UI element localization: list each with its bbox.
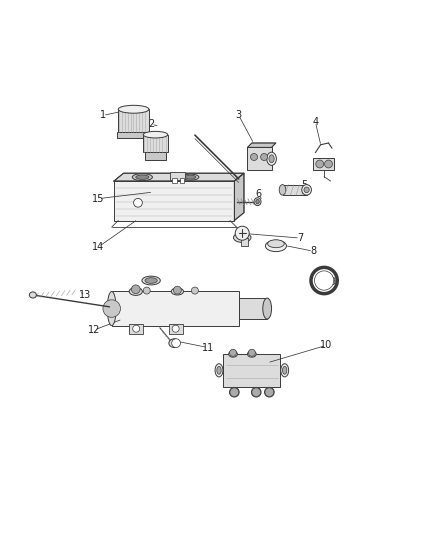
- Text: 5: 5: [301, 181, 307, 190]
- Circle shape: [265, 388, 274, 397]
- Text: 4: 4: [312, 117, 318, 127]
- Text: 14: 14: [92, 242, 105, 252]
- Ellipse shape: [118, 106, 149, 113]
- Circle shape: [325, 160, 332, 168]
- Bar: [145, 152, 166, 160]
- Ellipse shape: [279, 184, 286, 195]
- Bar: [118, 109, 149, 132]
- Bar: [247, 147, 272, 170]
- Bar: [114, 181, 234, 221]
- Bar: [283, 184, 307, 195]
- Text: 13: 13: [79, 290, 92, 300]
- Text: 12: 12: [88, 325, 100, 335]
- Ellipse shape: [185, 175, 196, 179]
- Text: 7: 7: [297, 233, 303, 243]
- Ellipse shape: [143, 131, 168, 138]
- Circle shape: [133, 325, 140, 332]
- Ellipse shape: [230, 387, 239, 397]
- Ellipse shape: [256, 199, 259, 204]
- Ellipse shape: [268, 240, 284, 248]
- Ellipse shape: [233, 233, 251, 243]
- Circle shape: [172, 339, 180, 348]
- Bar: [129, 324, 143, 334]
- Circle shape: [103, 300, 120, 317]
- Ellipse shape: [169, 339, 180, 348]
- Bar: [241, 238, 248, 246]
- Text: 11: 11: [202, 343, 214, 352]
- Circle shape: [230, 388, 239, 397]
- Ellipse shape: [217, 366, 221, 374]
- Ellipse shape: [145, 278, 157, 284]
- Circle shape: [251, 154, 258, 160]
- Circle shape: [191, 287, 198, 294]
- Ellipse shape: [304, 187, 309, 193]
- Ellipse shape: [107, 292, 116, 326]
- Ellipse shape: [265, 387, 274, 397]
- Ellipse shape: [251, 387, 261, 397]
- Text: 15: 15: [92, 193, 105, 204]
- Circle shape: [252, 388, 261, 397]
- Ellipse shape: [302, 184, 311, 195]
- Ellipse shape: [136, 175, 149, 179]
- Ellipse shape: [142, 276, 160, 285]
- Bar: [313, 158, 334, 170]
- Circle shape: [230, 349, 237, 356]
- Ellipse shape: [267, 152, 276, 165]
- Text: 8: 8: [310, 246, 316, 256]
- Circle shape: [316, 160, 324, 168]
- Bar: [112, 292, 239, 326]
- Text: 6: 6: [255, 189, 261, 199]
- Circle shape: [131, 285, 140, 294]
- Bar: [143, 135, 168, 152]
- Ellipse shape: [29, 292, 36, 298]
- Text: 3: 3: [236, 110, 242, 120]
- Text: 10: 10: [320, 341, 332, 350]
- Text: 9: 9: [330, 277, 336, 287]
- Ellipse shape: [229, 351, 237, 357]
- Bar: [170, 172, 185, 180]
- Polygon shape: [114, 173, 244, 181]
- Bar: [172, 179, 177, 183]
- Ellipse shape: [247, 351, 256, 357]
- Ellipse shape: [215, 364, 223, 377]
- Ellipse shape: [269, 155, 274, 163]
- Polygon shape: [234, 173, 244, 221]
- Circle shape: [143, 287, 150, 294]
- Bar: [117, 132, 150, 138]
- Ellipse shape: [171, 288, 184, 295]
- Text: 2: 2: [148, 119, 154, 129]
- Ellipse shape: [263, 298, 272, 319]
- Ellipse shape: [182, 174, 199, 180]
- Text: 1: 1: [100, 110, 106, 120]
- Circle shape: [235, 226, 249, 240]
- Bar: [169, 324, 183, 334]
- Circle shape: [173, 286, 181, 294]
- Ellipse shape: [265, 240, 286, 252]
- Ellipse shape: [281, 364, 289, 377]
- Circle shape: [134, 198, 142, 207]
- Bar: [180, 179, 184, 183]
- Circle shape: [248, 349, 255, 356]
- Circle shape: [172, 325, 179, 332]
- Circle shape: [261, 154, 268, 160]
- Circle shape: [314, 271, 334, 290]
- Ellipse shape: [129, 287, 142, 295]
- Ellipse shape: [283, 366, 287, 374]
- Bar: [223, 354, 280, 387]
- Ellipse shape: [132, 174, 152, 181]
- Bar: [239, 298, 267, 319]
- Ellipse shape: [254, 198, 261, 206]
- Polygon shape: [247, 143, 276, 147]
